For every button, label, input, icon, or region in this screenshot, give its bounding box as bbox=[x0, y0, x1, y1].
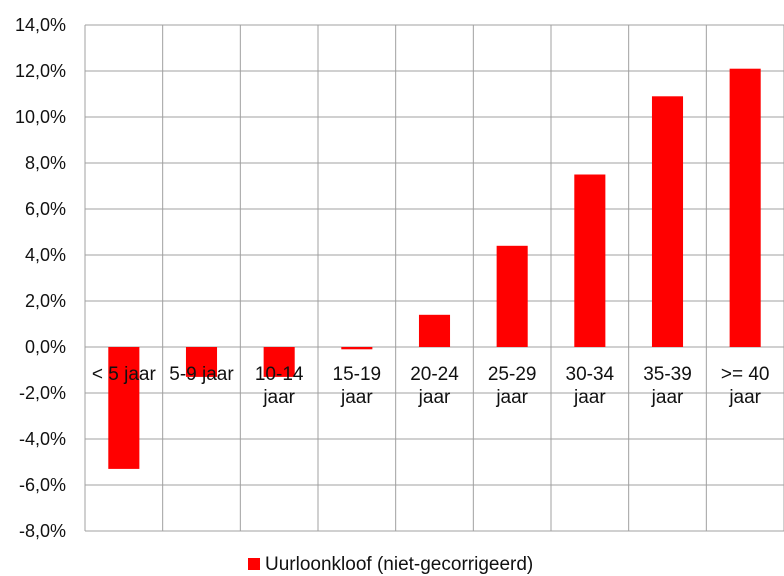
x-category-label: 15-19 jaar bbox=[333, 364, 382, 408]
y-tick-label: 10,0% bbox=[15, 107, 66, 127]
y-tick-label: -2,0% bbox=[19, 383, 66, 403]
y-tick-label: 8,0% bbox=[25, 153, 66, 173]
bar bbox=[496, 245, 528, 347]
grid bbox=[84, 24, 784, 532]
y-tick-label: 12,0% bbox=[15, 61, 66, 81]
legend-swatch bbox=[248, 558, 260, 570]
bars bbox=[108, 68, 761, 469]
x-category-label: 5-9 jaar bbox=[169, 364, 234, 385]
bar bbox=[651, 96, 684, 347]
y-tick-label: -6,0% bbox=[19, 475, 66, 495]
x-axis-labels: < 5 jaar 5-9 jaar 10-14 jaar 15-19 jaar 20-24 j… bbox=[92, 364, 770, 408]
x-category-label: < 5 jaar bbox=[92, 364, 157, 385]
bar bbox=[185, 347, 218, 377]
x-category-label: >= 40 jaar bbox=[721, 364, 770, 408]
legend: Uurloonkloof (niet-gecorrigeerd) bbox=[248, 554, 533, 575]
y-axis-ticks: 14,0% 12,0% 10,0% 8,0% 6,0% 4,0% 2,0% 0,0% -2,0%… bbox=[15, 15, 66, 541]
bar bbox=[263, 347, 295, 377]
x-category-label: 20-24 jaar bbox=[410, 364, 459, 408]
y-tick-label: -8,0% bbox=[19, 521, 66, 541]
y-tick-label: 2,0% bbox=[25, 291, 66, 311]
bar bbox=[108, 347, 140, 469]
bar bbox=[341, 347, 373, 350]
y-tick-label: 14,0% bbox=[15, 15, 66, 35]
y-tick-label: 4,0% bbox=[25, 245, 66, 265]
bar bbox=[574, 174, 606, 347]
y-tick-label: -4,0% bbox=[19, 429, 66, 449]
x-category-label: 30-34 jaar bbox=[566, 364, 615, 408]
bar bbox=[418, 314, 451, 347]
bar bbox=[729, 68, 761, 347]
x-category-label: 25-29 jaar bbox=[488, 364, 537, 408]
x-category-label: 35-39 jaar bbox=[643, 364, 692, 408]
y-tick-label: 6,0% bbox=[25, 199, 66, 219]
legend-label: Uurloonkloof (niet-gecorrigeerd) bbox=[265, 554, 533, 575]
y-tick-label: 0,0% bbox=[25, 337, 66, 357]
x-category-label: 10-14 jaar bbox=[255, 364, 304, 408]
